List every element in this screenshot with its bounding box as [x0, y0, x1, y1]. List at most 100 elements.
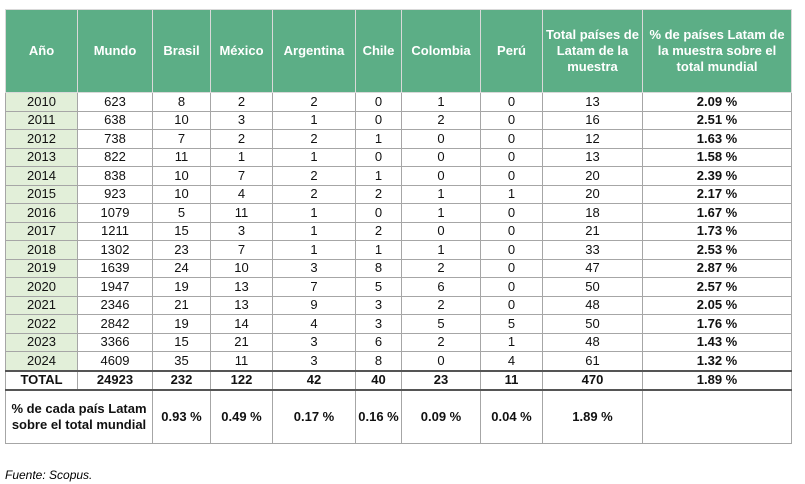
share-cell: 0.93 % [152, 389, 211, 444]
table-cell: 5 [401, 314, 481, 334]
table-cell: 2022 [5, 314, 78, 334]
table-cell: 0 [480, 258, 543, 278]
table-row: 2024 4609 35 11 3 8 0 4 61 1.32 % [5, 351, 792, 371]
table-cell: 35 [152, 351, 211, 371]
table-cell: 2 [355, 184, 402, 204]
table-cell: 0 [401, 129, 481, 149]
table-row: 2015 923 10 4 2 2 1 1 20 2.17 % [5, 184, 792, 204]
header-cell: Perú [480, 9, 543, 93]
header-cell: Chile [355, 9, 402, 93]
table-cell: 0 [480, 110, 543, 130]
share-cell: 1.89 % [542, 389, 643, 444]
table-cell: 0 [480, 129, 543, 149]
table-cell: 1 [210, 147, 273, 167]
header-row: Año Mundo Brasil México Argentina Chile Colomb… [5, 9, 792, 93]
share-cell: 0.17 % [272, 389, 356, 444]
table-cell: 21 [542, 221, 643, 241]
table-cell: 48 [542, 295, 643, 315]
table-cell: 33 [542, 240, 643, 260]
table-cell: 10 [152, 110, 211, 130]
table-cell: 3 [272, 332, 356, 352]
table-row: 2019 1639 24 10 3 8 2 0 47 2.87 % [5, 258, 792, 278]
table-cell: 2023 [5, 332, 78, 352]
table-cell: 3 [210, 110, 273, 130]
table-cell: 2012 [5, 129, 78, 149]
table-cell: 15 [152, 332, 211, 352]
table-cell: 1.73 % [642, 221, 792, 241]
total-cell: 24923 [77, 369, 153, 391]
table-cell: 1.43 % [642, 332, 792, 352]
table-cell: 1 [355, 129, 402, 149]
table-cell: 2.53 % [642, 240, 792, 260]
table-cell: 1639 [77, 258, 153, 278]
table-cell: 50 [542, 314, 643, 334]
table-cell: 4 [210, 184, 273, 204]
table-cell: 4 [480, 351, 543, 371]
table-cell: 2 [272, 166, 356, 186]
table-cell: 738 [77, 129, 153, 149]
table-cell: 13 [210, 277, 273, 297]
table-cell: 1 [272, 147, 356, 167]
table-row: 2010 623 8 2 2 0 1 0 13 2.09 % [5, 92, 792, 112]
table-cell: 3 [355, 314, 402, 334]
table-cell: 0 [355, 203, 402, 223]
table-cell: 2019 [5, 258, 78, 278]
table-cell: 50 [542, 277, 643, 297]
total-row: TOTAL 24923 232 122 42 40 23 11 470 1.89 % [5, 369, 792, 391]
table-cell: 1 [272, 221, 356, 241]
table-cell: 6 [355, 332, 402, 352]
table-cell: 19 [152, 314, 211, 334]
table-cell: 2 [401, 295, 481, 315]
table-cell: 623 [77, 92, 153, 112]
table-cell: 0 [480, 203, 543, 223]
table-cell: 8 [355, 351, 402, 371]
table-cell: 1 [355, 240, 402, 260]
total-cell: 470 [542, 369, 643, 391]
table-cell: 13 [542, 92, 643, 112]
table-cell: 19 [152, 277, 211, 297]
table-cell: 838 [77, 166, 153, 186]
table-cell: 4609 [77, 351, 153, 371]
table-cell: 7 [210, 240, 273, 260]
table-cell: 10 [152, 166, 211, 186]
table-cell: 2 [355, 221, 402, 241]
table-cell: 5 [152, 203, 211, 223]
table-cell: 1.32 % [642, 351, 792, 371]
share-cell: 0.09 % [401, 389, 481, 444]
table-cell: 11 [210, 351, 273, 371]
table-cell: 923 [77, 184, 153, 204]
table-cell: 2014 [5, 166, 78, 186]
table-cell: 1 [272, 203, 356, 223]
table-cell: 1 [401, 203, 481, 223]
table-cell: 3 [210, 221, 273, 241]
table-cell: 1 [401, 240, 481, 260]
empty-cell [642, 389, 792, 444]
table-cell: 2 [210, 92, 273, 112]
table-cell: 13 [542, 147, 643, 167]
table-cell: 1.63 % [642, 129, 792, 149]
table-cell: 8 [355, 258, 402, 278]
table-cell: 0 [480, 92, 543, 112]
share-cell: 0.04 % [480, 389, 543, 444]
table-cell: 3366 [77, 332, 153, 352]
table-row: 2014 838 10 7 2 1 0 0 20 2.39 % [5, 166, 792, 186]
table-cell: 61 [542, 351, 643, 371]
table-cell: 2 [272, 92, 356, 112]
table-cell: 2015 [5, 184, 78, 204]
table-row: 2012 738 7 2 2 1 0 0 12 1.63 % [5, 129, 792, 149]
table-row: 2020 1947 19 13 7 5 6 0 50 2.57 % [5, 277, 792, 297]
table-cell: 7 [272, 277, 356, 297]
header-cell: Total países de Latam de la muestra [542, 9, 643, 93]
table-cell: 2 [401, 110, 481, 130]
table-cell: 3 [272, 258, 356, 278]
table-cell: 0 [401, 166, 481, 186]
header-cell: México [210, 9, 273, 93]
table-cell: 2024 [5, 351, 78, 371]
table-cell: 0 [480, 277, 543, 297]
table-cell: 8 [152, 92, 211, 112]
table-cell: 20 [542, 184, 643, 204]
table-cell: 11 [210, 203, 273, 223]
total-cell: 42 [272, 369, 356, 391]
table-cell: 2842 [77, 314, 153, 334]
